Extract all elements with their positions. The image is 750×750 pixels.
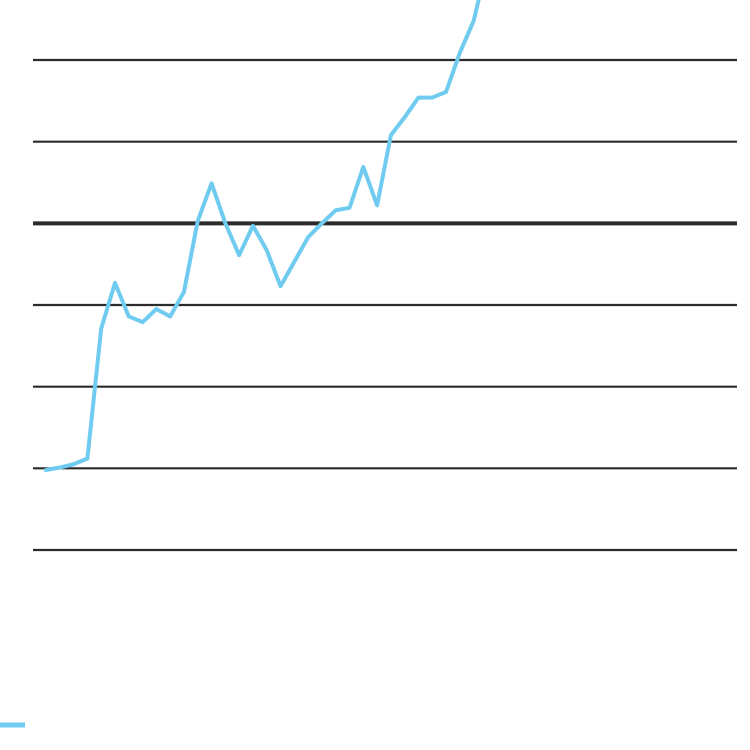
gridline-group	[33, 58, 737, 552]
data-line-series-0	[44, 0, 481, 472]
data-series-group	[44, 0, 481, 472]
